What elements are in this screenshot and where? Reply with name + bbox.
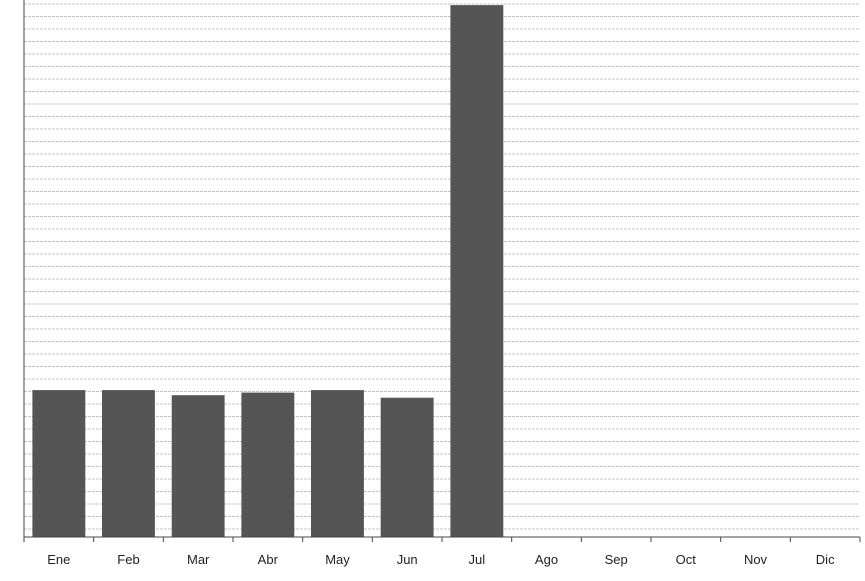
bar-jun	[380, 397, 434, 537]
x-tick-label: Feb	[117, 552, 139, 567]
gridlines	[24, 3, 860, 530]
bar-ene	[32, 390, 86, 537]
x-tick-label: Dic	[816, 552, 835, 567]
x-tick-label: Jun	[397, 552, 418, 567]
x-tick-label: Oct	[676, 552, 697, 567]
bar-jul	[450, 5, 504, 538]
x-tick-label: Ago	[535, 552, 558, 567]
x-tick-label: Jul	[468, 552, 485, 567]
bar-may	[311, 390, 364, 537]
bars	[32, 5, 504, 538]
x-tick-label: Sep	[605, 552, 628, 567]
bar-abr	[241, 392, 295, 537]
x-tick-label: Mar	[187, 552, 210, 567]
bar-mar	[171, 395, 225, 537]
x-axis-labels: Ene Feb Mar Abr May Jun Jul Ago Sep Oct Nov Dic	[47, 552, 835, 567]
x-axis-ticks	[23, 537, 861, 542]
x-tick-label: Nov	[744, 552, 768, 567]
bar-feb	[102, 390, 155, 537]
x-tick-label: May	[325, 552, 350, 567]
x-tick-label: Ene	[47, 552, 70, 567]
x-tick-label: Abr	[258, 552, 279, 567]
